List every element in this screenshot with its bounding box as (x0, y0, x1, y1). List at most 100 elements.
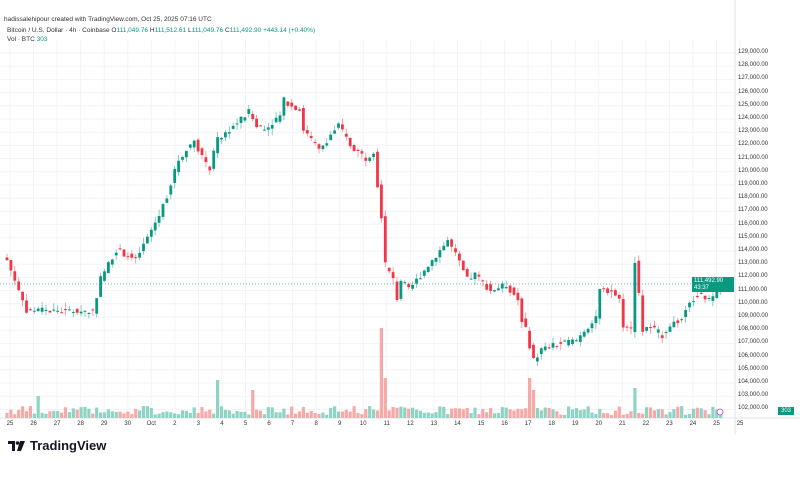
candle-body (153, 222, 157, 231)
volume-bar (434, 412, 438, 418)
volume-bar (360, 414, 364, 418)
candle-body (590, 323, 594, 329)
candle-body (399, 280, 403, 299)
volume-bar (485, 412, 489, 418)
time-tick-label: 29 (100, 421, 108, 427)
candle-body (458, 253, 461, 261)
volume-bar (516, 408, 520, 418)
volume-bar (368, 406, 372, 418)
candlestick-chart[interactable] (0, 0, 800, 435)
time-tick-label: 18 (548, 421, 555, 427)
candle-body (270, 124, 274, 129)
candle-body (512, 287, 516, 295)
volume-bar (321, 412, 325, 418)
time-tick-label: 26 (30, 421, 37, 427)
time-tick-label: 24 (689, 421, 697, 427)
volume-bar (356, 412, 360, 418)
candle-body (649, 326, 652, 328)
candle-body (692, 301, 695, 303)
volume-bar (395, 407, 399, 418)
candle-body (684, 310, 687, 318)
candle-body (169, 185, 173, 195)
volume-bar (165, 411, 169, 418)
candle-body (493, 290, 496, 292)
candle-body (676, 320, 680, 324)
candle-body (364, 157, 368, 161)
volume-bar (180, 410, 185, 418)
volume-bar (270, 407, 274, 418)
candle-body (497, 288, 500, 291)
volume-bar (75, 409, 79, 418)
candle-body (707, 298, 711, 300)
volume-bar (348, 411, 352, 418)
candle-body (95, 298, 99, 314)
volume-bar (282, 408, 286, 418)
candle-body (348, 137, 352, 147)
volume-bar (71, 408, 75, 418)
candle-body (99, 276, 102, 297)
price-tick-label: 107,000.00 (738, 339, 769, 346)
volume-bar (255, 409, 259, 418)
volume-bar (36, 396, 40, 418)
volume-bar (329, 407, 333, 418)
price-tick-label: 120,000.00 (738, 167, 769, 174)
time-tick-label: 13 (430, 421, 438, 427)
candle-body (356, 149, 360, 151)
candle-body (68, 309, 71, 311)
volume-bar (691, 408, 695, 418)
candle-body (465, 268, 469, 277)
candle-body (60, 312, 63, 314)
volume-bar (407, 408, 411, 418)
price-tick-label: 129,000.00 (738, 49, 769, 55)
volume-bar (157, 413, 161, 418)
candle-body (114, 252, 118, 256)
candle-body (715, 287, 719, 298)
volume-bar (188, 412, 192, 418)
price-tick-label: 103,000.00 (738, 392, 769, 399)
candle-body (711, 296, 715, 301)
candle-body (294, 105, 297, 110)
price-tick-label: 122,000.00 (738, 141, 769, 148)
time-tick-label: 27 (53, 421, 61, 427)
volume-label[interactable]: Vol · BTC (7, 36, 35, 43)
volume-bar (313, 412, 317, 418)
volume-bar (687, 414, 692, 418)
candle-body (83, 310, 87, 312)
symbol-label[interactable]: Bitcoin / U.S. Dollar · 4h · Coinbase (7, 27, 110, 34)
volume-bar (567, 406, 571, 418)
volume-bar (122, 413, 126, 418)
volume-bar (32, 413, 36, 418)
candle-body (126, 256, 130, 258)
candle-body (278, 115, 282, 122)
candle-body (341, 124, 344, 130)
volume-bar (184, 410, 188, 418)
time-tick-label: Oct (146, 421, 156, 427)
volume-bar (141, 406, 146, 418)
volume-bar (48, 411, 52, 418)
volume-bar (528, 378, 532, 418)
volume-bar (239, 411, 243, 418)
volume-bar (325, 414, 329, 418)
candle-body (699, 292, 703, 294)
time-tick-label: 17 (524, 421, 532, 427)
time-tick-label: 22 (642, 421, 650, 427)
candle-body (637, 260, 641, 293)
volume-bar (668, 411, 672, 418)
volume-bar (578, 410, 582, 418)
candle-body (79, 311, 83, 314)
volume-bar (465, 407, 469, 418)
volume-bar (56, 411, 60, 418)
volume-bar (641, 413, 645, 418)
chart-credit: hadissalehipour created with TradingView… (4, 16, 212, 23)
candle-body (337, 123, 340, 128)
volume-bar (543, 407, 547, 418)
candle-body (403, 282, 407, 284)
candle-body (333, 130, 336, 134)
candle-body (165, 198, 169, 203)
volume-bar (391, 406, 395, 418)
volume-bar (60, 412, 64, 418)
tradingview-logo[interactable]: TradingView (8, 438, 106, 453)
candle-body (551, 343, 555, 348)
candle-body (621, 298, 625, 328)
volume-bar (574, 408, 578, 418)
